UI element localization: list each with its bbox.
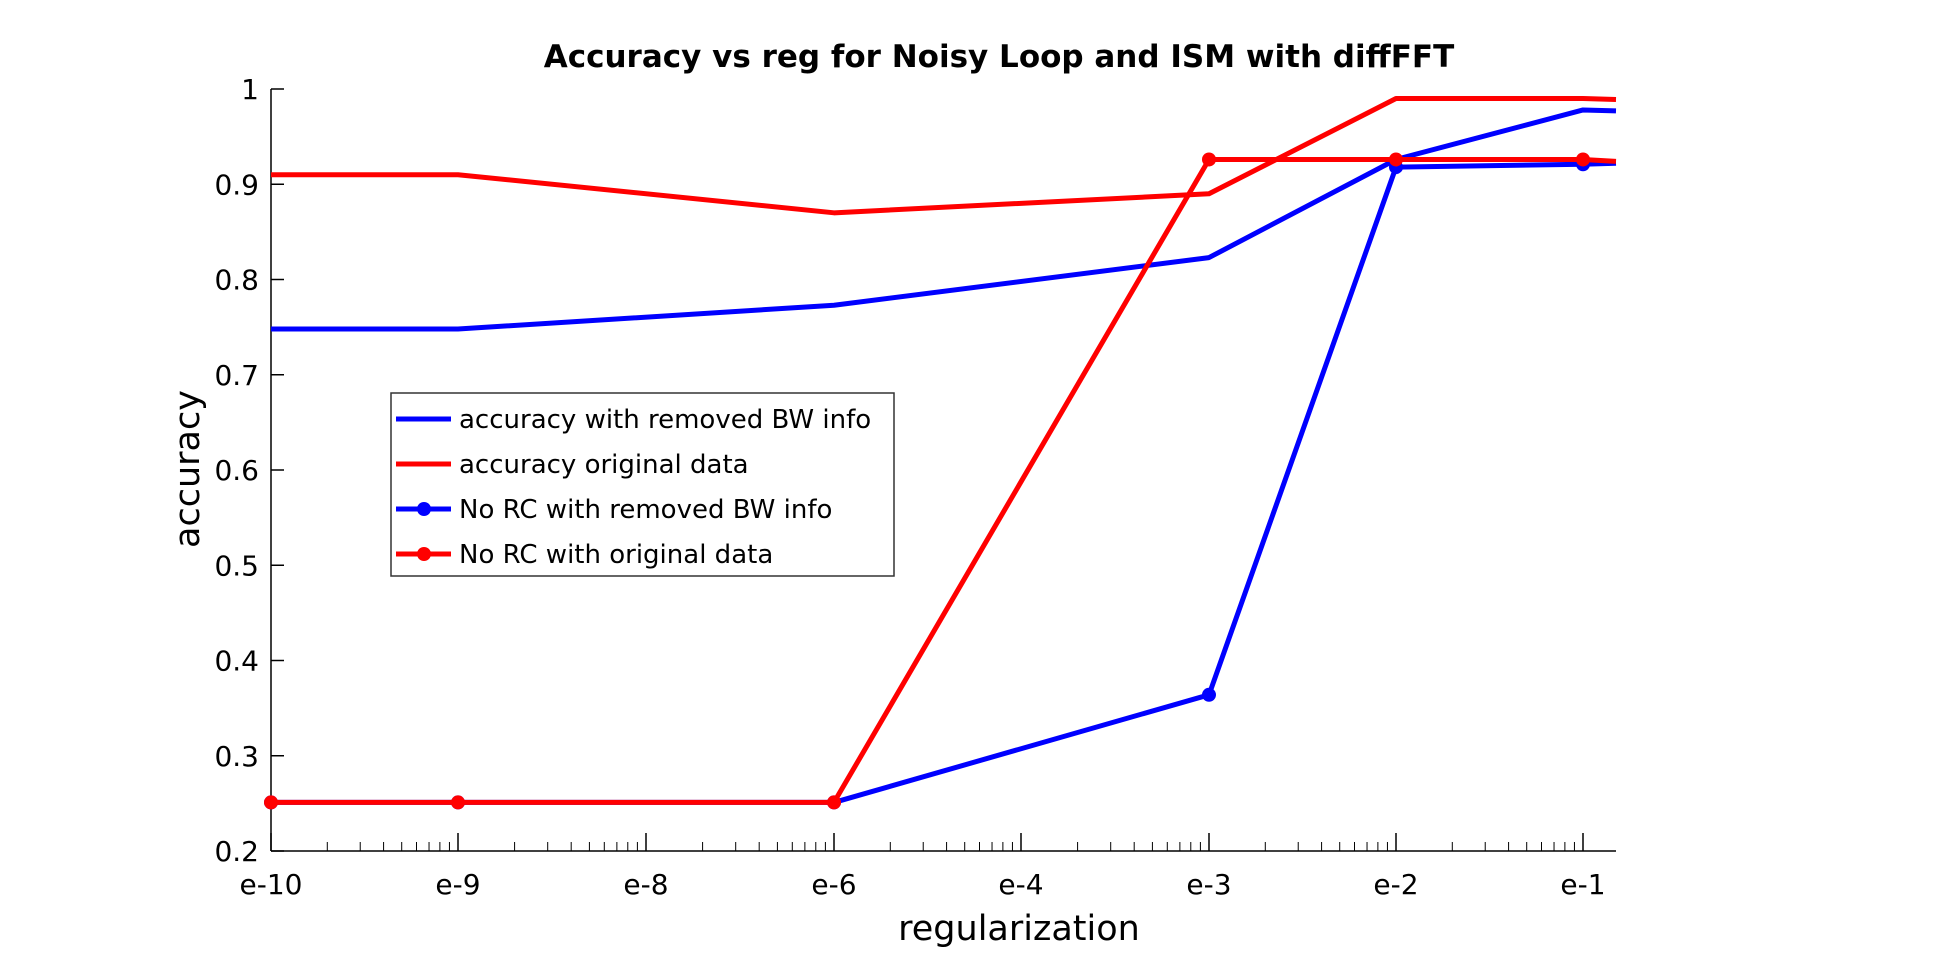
x-tick-label: e-2 <box>1373 868 1418 901</box>
series-line-2 <box>271 96 1617 216</box>
y-tick-label: 0.7 <box>214 359 259 392</box>
y-tick-label: 0.8 <box>214 264 259 297</box>
y-tick-label: 1 <box>241 73 259 106</box>
series-4-point <box>1389 152 1403 167</box>
legend-label: accuracy original data <box>459 450 749 480</box>
x-tick-label: e-9 <box>435 868 480 901</box>
legend-label: accuracy with removed BW info <box>459 405 871 435</box>
series-4-point <box>451 795 465 810</box>
x-tick-label: e-3 <box>1186 868 1231 901</box>
y-tick-label: 0.6 <box>214 454 259 487</box>
series-line-1 <box>271 107 1617 332</box>
x-tick-label: e-6 <box>811 868 856 901</box>
chart-title: Accuracy vs reg for Noisy Loop and ISM w… <box>544 39 1455 75</box>
legend-label: No RC with original data <box>459 540 773 570</box>
series-3-point <box>1202 687 1216 702</box>
y-tick-label: 0.3 <box>214 740 259 773</box>
x-tick-label: e-4 <box>998 868 1043 901</box>
legend-marker <box>417 502 431 516</box>
axes: 0.2 0.3 0.4 0.5 0.6 0.7 0.8 0.9 1 e-10 e-9 e-8 e-6 e-… <box>214 73 1616 901</box>
legend-marker <box>417 547 431 561</box>
y-tick-label: 0.9 <box>214 168 259 201</box>
series-4-point <box>1576 152 1590 167</box>
y-axis-label: accuracy <box>168 390 208 548</box>
x-axis-label: regularization <box>898 909 1140 949</box>
x-tick-label: e-8 <box>623 868 668 901</box>
legend: accuracy with removed BW info accuracy or… <box>390 392 895 577</box>
series-4-point <box>264 795 278 810</box>
y-tick-label: 0.4 <box>214 645 259 678</box>
y-tick-label: 0.2 <box>214 835 259 868</box>
series-layer <box>264 96 1617 810</box>
x-tick-label: e-10 <box>240 868 303 901</box>
legend-box <box>390 392 895 577</box>
series-4-point <box>1202 152 1216 167</box>
y-tick-label: 0.5 <box>214 549 259 582</box>
legend-label: No RC with removed BW info <box>459 495 832 525</box>
x-tick-label: e-1 <box>1560 868 1605 901</box>
series-4-point <box>827 795 841 810</box>
